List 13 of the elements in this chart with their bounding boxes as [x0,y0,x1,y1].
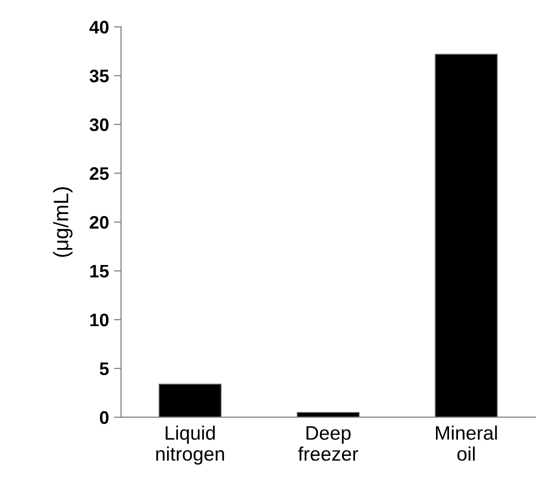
y-tick-label: 0 [100,411,109,424]
y-tick-label: 15 [90,264,109,278]
x-tick-label: Mineral oil [436,426,497,461]
y-tick-label: 30 [90,118,109,132]
x-tick-label: Deep freezer [298,426,358,461]
x-tick-label: Liquid nitrogen [156,426,224,465]
y-tick-label: 5 [100,362,109,376]
y-tick-label: 20 [90,216,109,229]
y-tick-label: 25 [90,167,109,180]
y-axis-title: (μg/mL) [53,187,72,257]
y-tick-label: 35 [90,70,109,82]
y-tick-label: 10 [90,314,109,326]
y-tick-label: 40 [89,20,109,34]
